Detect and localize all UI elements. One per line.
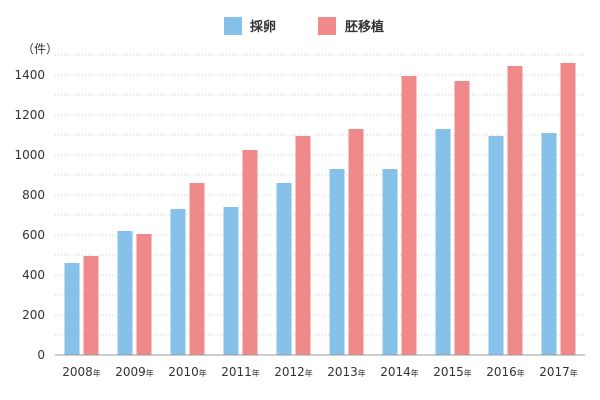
x-tick-label: 2014年 xyxy=(380,365,419,379)
bar-egg-retrieval xyxy=(488,136,504,355)
legend-swatch xyxy=(318,17,336,35)
bar-egg-retrieval xyxy=(117,231,133,355)
y-tick-label: 1400 xyxy=(14,68,45,82)
bar-egg-retrieval xyxy=(541,133,557,355)
legend-label: 採卵 xyxy=(250,19,276,35)
bar-embryo-transfer xyxy=(507,66,523,355)
y-tick-label: 0 xyxy=(37,348,45,362)
y-tick-label: 400 xyxy=(22,268,45,282)
axes: 0 200 400 600 800 1000 1200 1400 （件） 2008年 2009年 20… xyxy=(14,42,585,379)
bar-egg-retrieval xyxy=(170,209,186,355)
x-tick-label: 2011年 xyxy=(221,365,260,379)
y-tick-label: 1000 xyxy=(14,148,45,162)
bar-egg-retrieval xyxy=(276,183,292,355)
bars xyxy=(64,63,576,355)
bar-egg-retrieval xyxy=(382,169,398,355)
bar-embryo-transfer xyxy=(242,150,258,355)
gridlines xyxy=(55,54,585,336)
y-tick-label: 800 xyxy=(22,188,45,202)
bar-embryo-transfer xyxy=(189,183,205,355)
y-unit-label: （件） xyxy=(22,42,58,56)
x-tick-label: 2016年 xyxy=(486,365,525,379)
bar-embryo-transfer xyxy=(136,234,152,355)
bar-embryo-transfer xyxy=(560,63,576,355)
x-tick-label: 2010年 xyxy=(168,365,207,379)
legend-label: 胚移植 xyxy=(345,19,384,35)
legend-swatch xyxy=(224,17,242,35)
bar-embryo-transfer xyxy=(295,136,311,355)
bar-embryo-transfer xyxy=(83,256,99,355)
bar-egg-retrieval xyxy=(435,129,451,355)
bar-embryo-transfer xyxy=(401,76,417,355)
x-tick-label: 2009年 xyxy=(115,365,154,379)
y-tick-label: 600 xyxy=(22,228,45,242)
bar-egg-retrieval xyxy=(64,263,80,355)
bar-embryo-transfer xyxy=(454,81,470,355)
y-tick-label: 200 xyxy=(22,308,45,322)
bar-egg-retrieval xyxy=(329,169,345,355)
bar-embryo-transfer xyxy=(348,129,364,355)
y-tick-label: 1200 xyxy=(14,108,45,122)
legend: 採卵 胚移植 xyxy=(224,17,384,35)
x-tick-label: 2012年 xyxy=(274,365,313,379)
x-tick-label: 2008年 xyxy=(62,365,101,379)
x-tick-label: 2013年 xyxy=(327,365,366,379)
x-tick-label: 2017年 xyxy=(539,365,578,379)
bar-egg-retrieval xyxy=(223,207,239,355)
x-tick-label: 2015年 xyxy=(433,365,472,379)
